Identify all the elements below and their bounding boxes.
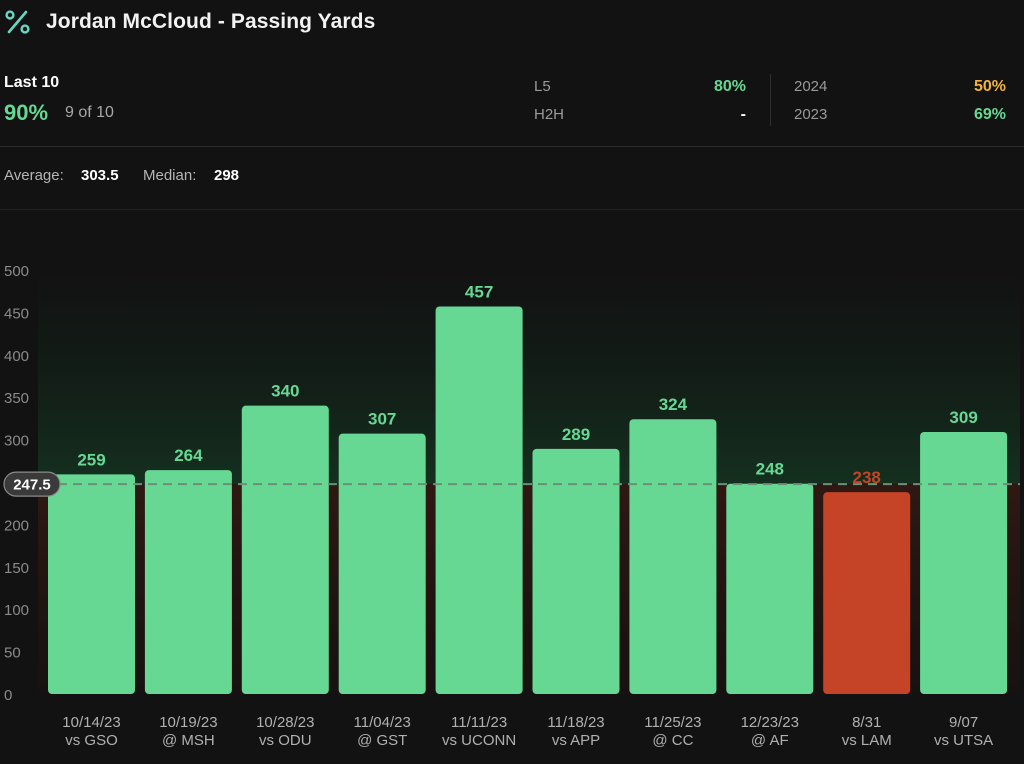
x-tick-opponent: vs GSO	[65, 732, 118, 749]
bar-value-label: 309	[949, 408, 977, 427]
stats-panel: Last 10 90% 9 of 10 L5 80% H2H - 2024 50…	[0, 60, 1024, 147]
y-tick-label: 400	[4, 348, 29, 365]
y-tick-label: 450	[4, 305, 29, 322]
l5-label: L5	[534, 78, 551, 95]
bar[interactable]	[241, 405, 329, 694]
x-tick-opponent: vs LAM	[842, 732, 892, 749]
bar[interactable]	[823, 492, 911, 694]
threshold-label: 247.5	[13, 477, 51, 494]
passing-yards-chart: 050100150200250300350400450500 247.5 259…	[3, 263, 1020, 749]
x-tick-date: 11/11/23	[451, 714, 507, 731]
x-tick-opponent: @ MSH	[162, 732, 215, 749]
last-10-percent: 90%	[4, 100, 49, 125]
threshold-pill	[3, 471, 61, 497]
x-tick-opponent: vs APP	[552, 732, 600, 749]
x-tick-date: 11/25/23	[644, 714, 701, 731]
bar-value-label: 324	[659, 395, 688, 414]
average-value: 303.5	[81, 167, 119, 184]
y-tick-label: 500	[4, 263, 29, 280]
bar[interactable]	[338, 433, 426, 694]
y-tick-label: 100	[4, 602, 29, 619]
season-2023-value: 69%	[973, 106, 1006, 123]
summary-row: Average: 303.5 Median: 298	[0, 147, 1024, 210]
last-10-count: 9 of 10	[65, 104, 114, 121]
bar[interactable]	[629, 419, 717, 694]
bar[interactable]	[532, 448, 620, 694]
percent-icon	[5, 10, 30, 34]
bar-value-label: 238	[853, 468, 881, 487]
y-tick-label: 350	[4, 390, 29, 407]
last-10-label: Last 10	[4, 74, 60, 91]
l5-value: 80%	[713, 78, 746, 95]
y-tick-label: 150	[4, 560, 29, 577]
x-tick-opponent: vs UCONN	[442, 732, 516, 749]
y-tick-label: 200	[4, 517, 29, 534]
x-tick-date: 9/07	[949, 714, 978, 731]
page-title: Jordan McCloud - Passing Yards	[46, 10, 376, 33]
x-tick-opponent: @ CC	[652, 732, 693, 749]
x-tick-date: 11/04/23	[354, 714, 411, 731]
bar[interactable]	[726, 483, 814, 694]
y-tick-label: 0	[4, 687, 12, 704]
bar-value-label: 259	[77, 450, 105, 469]
header: Jordan McCloud - Passing Yards	[0, 0, 1024, 56]
x-tick-date: 10/14/23	[62, 714, 120, 731]
median-value: 298	[214, 167, 240, 184]
x-tick-opponent: vs ODU	[259, 732, 312, 749]
x-tick-date: 11/18/23	[547, 714, 604, 731]
season-2024-label: 2024	[794, 78, 828, 95]
bar-value-label: 264	[174, 446, 203, 465]
bar[interactable]	[48, 474, 135, 694]
bar-value-label: 457	[465, 282, 493, 301]
bar[interactable]	[920, 431, 1008, 694]
y-tick-label: 300	[4, 433, 29, 450]
bar-value-label: 289	[562, 425, 590, 444]
bar-value-label: 248	[756, 460, 784, 479]
bar[interactable]	[144, 470, 232, 694]
season-2024-value: 50%	[973, 78, 1006, 95]
y-tick-label: 50	[4, 645, 21, 662]
bar-value-label: 340	[271, 382, 299, 401]
x-tick-date: 8/31	[852, 714, 881, 731]
x-tick-date: 10/28/23	[256, 714, 314, 731]
h2h-value: -	[740, 106, 746, 123]
x-tick-opponent: @ AF	[751, 732, 789, 749]
x-tick-date: 10/19/23	[159, 714, 217, 731]
bar-value-label: 307	[368, 410, 396, 429]
bar[interactable]	[435, 306, 523, 694]
x-tick-date: 12/23/23	[741, 714, 799, 731]
x-tick-opponent: vs UTSA	[934, 732, 993, 749]
x-tick-opponent: @ GST	[357, 732, 407, 749]
average-label: Average:	[4, 167, 64, 184]
median-label: Median:	[143, 167, 197, 184]
season-2023-label: 2023	[794, 106, 828, 123]
h2h-label: H2H	[534, 106, 565, 123]
stats-divider	[770, 74, 771, 126]
above-line-region	[38, 270, 1020, 485]
